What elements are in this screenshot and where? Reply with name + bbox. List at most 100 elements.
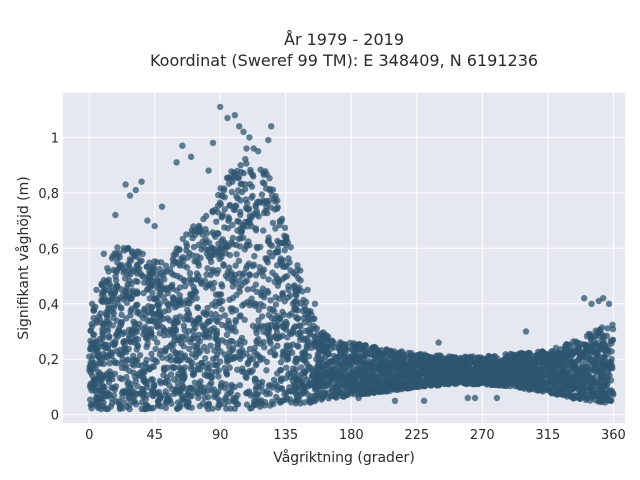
- data-point: [188, 363, 195, 370]
- data-point: [305, 341, 312, 348]
- data-point: [113, 282, 121, 289]
- data-point: [188, 226, 196, 234]
- data-point: [226, 251, 234, 259]
- data-point: [98, 281, 105, 288]
- data-point: [306, 399, 314, 406]
- data-point: [192, 318, 200, 326]
- data-point: [464, 394, 471, 402]
- data-point: [156, 265, 163, 273]
- data-point: [149, 310, 156, 318]
- data-point: [369, 388, 376, 395]
- data-point: [242, 265, 250, 272]
- data-point: [547, 389, 555, 396]
- data-point: [592, 396, 599, 404]
- y-tick-label: 0,8: [38, 187, 59, 202]
- data-point: [352, 386, 359, 394]
- data-point: [252, 361, 260, 369]
- data-point: [177, 366, 185, 373]
- data-point: [549, 357, 556, 365]
- data-point: [90, 314, 97, 322]
- data-point: [256, 264, 263, 271]
- data-point: [151, 222, 158, 230]
- data-point: [468, 375, 475, 382]
- data-point: [177, 298, 185, 306]
- data-point: [271, 352, 278, 359]
- data-point: [581, 295, 588, 302]
- y-tick-label: 0,4: [38, 298, 59, 313]
- data-point: [281, 247, 288, 254]
- data-point: [569, 365, 577, 372]
- data-point: [258, 191, 266, 198]
- data-point: [263, 358, 271, 366]
- data-point: [102, 352, 109, 359]
- data-point: [132, 303, 139, 311]
- data-point: [359, 385, 366, 392]
- data-point: [287, 292, 294, 299]
- data-point: [343, 376, 350, 383]
- data-point: [172, 349, 180, 356]
- data-point: [528, 382, 535, 389]
- data-point: [328, 341, 335, 348]
- data-point: [272, 225, 279, 232]
- data-point: [144, 217, 151, 224]
- data-point: [576, 390, 584, 397]
- data-point: [274, 197, 281, 204]
- data-point: [213, 336, 220, 343]
- data-point: [556, 378, 563, 386]
- data-point: [234, 392, 241, 399]
- data-point: [215, 240, 222, 248]
- data-point: [398, 348, 406, 355]
- data-point: [232, 203, 240, 210]
- data-point: [163, 396, 171, 404]
- data-point: [571, 393, 578, 400]
- data-point: [265, 326, 273, 333]
- data-point: [502, 366, 509, 373]
- data-point: [118, 311, 125, 319]
- data-point: [93, 286, 100, 294]
- data-point: [232, 271, 239, 278]
- data-point: [369, 367, 376, 375]
- data-point: [282, 389, 290, 396]
- data-point: [110, 314, 117, 321]
- data-point: [599, 390, 606, 398]
- data-point: [183, 247, 190, 254]
- data-point: [98, 292, 106, 299]
- data-point: [401, 363, 408, 370]
- data-point: [112, 383, 120, 390]
- data-point: [88, 300, 96, 307]
- x-tick-label: 135: [273, 428, 298, 443]
- data-point: [253, 329, 260, 337]
- data-point: [355, 394, 362, 402]
- data-point: [219, 211, 226, 218]
- data-point: [283, 343, 290, 351]
- data-point: [238, 368, 246, 375]
- data-point: [429, 360, 436, 367]
- data-point: [161, 276, 168, 283]
- data-point: [152, 345, 159, 353]
- data-point: [191, 286, 198, 294]
- data-point: [228, 383, 235, 391]
- data-point: [252, 376, 259, 383]
- data-point: [228, 188, 236, 196]
- data-point: [514, 353, 522, 361]
- data-point: [196, 402, 203, 410]
- data-point: [113, 397, 120, 405]
- data-point: [604, 325, 611, 332]
- data-point: [184, 401, 191, 408]
- data-point: [267, 204, 274, 211]
- data-point: [106, 333, 113, 340]
- data-point: [180, 343, 187, 350]
- data-point: [353, 356, 360, 363]
- data-point: [272, 294, 279, 301]
- data-point: [249, 367, 256, 374]
- data-point: [247, 299, 254, 307]
- data-point: [269, 269, 276, 276]
- data-point: [194, 304, 202, 312]
- data-point: [215, 299, 223, 307]
- data-point: [278, 398, 285, 405]
- data-point: [265, 311, 272, 319]
- y-tick-label: 0,2: [38, 353, 59, 368]
- data-point: [390, 355, 397, 362]
- data-point: [229, 221, 236, 229]
- data-point: [297, 277, 304, 284]
